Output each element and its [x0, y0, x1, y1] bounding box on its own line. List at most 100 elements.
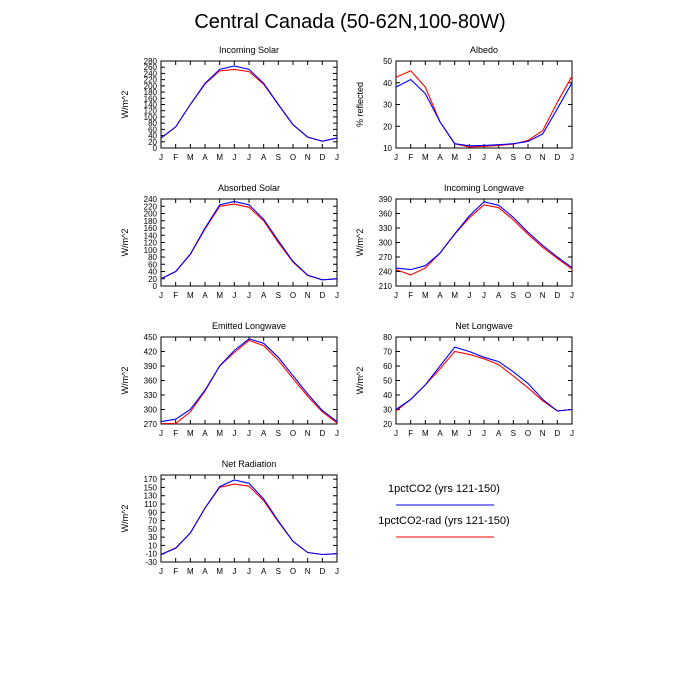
y-tick-label: 20: [383, 122, 392, 131]
series-line: [395, 201, 573, 271]
x-tick-label: A: [496, 291, 502, 300]
y-tick-label: 170: [144, 475, 158, 484]
y-tick-label: 40: [383, 79, 392, 88]
x-tick-label: S: [511, 429, 516, 438]
y-tick-label: 420: [144, 348, 158, 357]
series-line: [395, 204, 573, 276]
x-tick-label: D: [319, 153, 325, 162]
panel: Incoming Solar W/m^2 020406080100120140160…: [120, 45, 339, 162]
y-tick-label: 80: [148, 119, 157, 128]
panel-title: Absorbed Solar: [218, 183, 280, 193]
y-tick-label: 240: [379, 268, 393, 277]
panel: Incoming Longwave W/m^2 210 240 270 300 330 360…: [355, 183, 574, 300]
y-tick-label: 50: [383, 57, 392, 66]
y-tick-label: 60: [148, 260, 157, 269]
x-tick-label: O: [525, 429, 531, 438]
plot-frame: [160, 474, 338, 563]
y-tick-label: 200: [144, 82, 158, 91]
series-line: [160, 68, 338, 142]
x-tick-label: S: [276, 153, 281, 162]
y-tick-label: 10: [383, 144, 392, 153]
y-tick-label: 100: [144, 246, 158, 255]
x-tick-label: N: [540, 429, 546, 438]
x-tick-label: S: [276, 429, 281, 438]
y-tick-label: 0: [153, 282, 158, 291]
y-tick-label: 200: [144, 210, 158, 219]
y-tick-label: 40: [148, 132, 157, 141]
y-tick-label: 330: [144, 391, 158, 400]
x-tick-label: J: [232, 153, 236, 162]
x-tick-label: A: [437, 429, 443, 438]
y-tick-label: 180: [144, 217, 158, 226]
x-tick-label: J: [159, 153, 163, 162]
x-tick-label: S: [511, 153, 516, 162]
panel-title: Net Longwave: [455, 321, 513, 331]
series-line: [160, 200, 338, 281]
series-line: [160, 483, 338, 556]
y-tick-label: 60: [148, 125, 157, 134]
y-tick-label: 60: [383, 362, 392, 371]
y-tick-label: 30: [148, 533, 157, 542]
y-tick-label: 210: [379, 282, 393, 291]
plot-frame: [160, 198, 338, 287]
series-line: [160, 338, 338, 423]
x-tick-label: S: [276, 291, 281, 300]
series-line: [395, 78, 573, 147]
legend: 1pctCO2 (yrs 121-150) 1pctCO2-rad (yrs 12…: [378, 483, 510, 538]
x-tick-label: J: [247, 567, 251, 576]
x-tick-label: O: [525, 153, 531, 162]
x-tick-label: F: [173, 153, 178, 162]
y-tick-label: 450: [144, 333, 158, 342]
x-tick-label: A: [496, 153, 502, 162]
x-tick-label: J: [247, 429, 251, 438]
x-tick-label: J: [394, 429, 398, 438]
x-tick-label: F: [173, 567, 178, 576]
series-line: [160, 203, 338, 281]
y-axis-label: W/m^2: [120, 505, 130, 533]
y-tick-label: 150: [144, 483, 158, 492]
y-tick-label: 20: [148, 138, 157, 147]
y-tick-label: 40: [383, 391, 392, 400]
x-tick-label: M: [422, 429, 429, 438]
series-line: [161, 339, 338, 425]
x-tick-label: J: [247, 291, 251, 300]
series-line: [395, 70, 573, 148]
y-tick-label: 390: [144, 362, 158, 371]
x-tick-label: J: [394, 153, 398, 162]
y-tick-label: 30: [383, 101, 392, 110]
y-tick-label: 40: [148, 268, 157, 277]
x-tick-label: A: [496, 429, 502, 438]
y-tick-label: 270: [144, 420, 158, 429]
y-tick-label: 0: [153, 144, 158, 153]
x-tick-label: J: [159, 429, 163, 438]
series-line: [160, 479, 338, 556]
x-tick-label: N: [305, 429, 311, 438]
x-tick-label: J: [467, 291, 471, 300]
y-axis-label: W/m^2: [120, 91, 130, 119]
legend-label: 1pctCO2 (yrs 121-150): [388, 483, 500, 495]
x-tick-label: A: [202, 291, 208, 300]
x-tick-label: A: [261, 567, 267, 576]
x-tick-label: A: [261, 291, 267, 300]
x-tick-label: M: [216, 291, 223, 300]
x-tick-label: F: [408, 153, 413, 162]
x-tick-label: J: [335, 291, 339, 300]
x-tick-label: M: [187, 567, 194, 576]
x-tick-label: J: [482, 291, 486, 300]
y-tick-label: 30: [383, 406, 392, 415]
x-tick-label: J: [570, 429, 574, 438]
y-tick-label: 220: [144, 76, 158, 85]
x-tick-label: J: [335, 153, 339, 162]
x-tick-label: J: [467, 153, 471, 162]
y-tick-label: 270: [379, 253, 393, 262]
panel: Net Radiation W/m^2 -30-101030507090110130…: [120, 459, 339, 576]
x-tick-label: M: [216, 567, 223, 576]
page-title: Central Canada (50-62N,100-80W): [194, 11, 506, 33]
plot-frame: [395, 60, 573, 149]
y-tick-label: 120: [144, 107, 158, 116]
x-tick-label: M: [422, 153, 429, 162]
y-tick-label: 50: [148, 525, 157, 534]
x-tick-label: J: [482, 153, 486, 162]
x-tick-label: A: [437, 153, 443, 162]
x-tick-label: M: [451, 291, 458, 300]
